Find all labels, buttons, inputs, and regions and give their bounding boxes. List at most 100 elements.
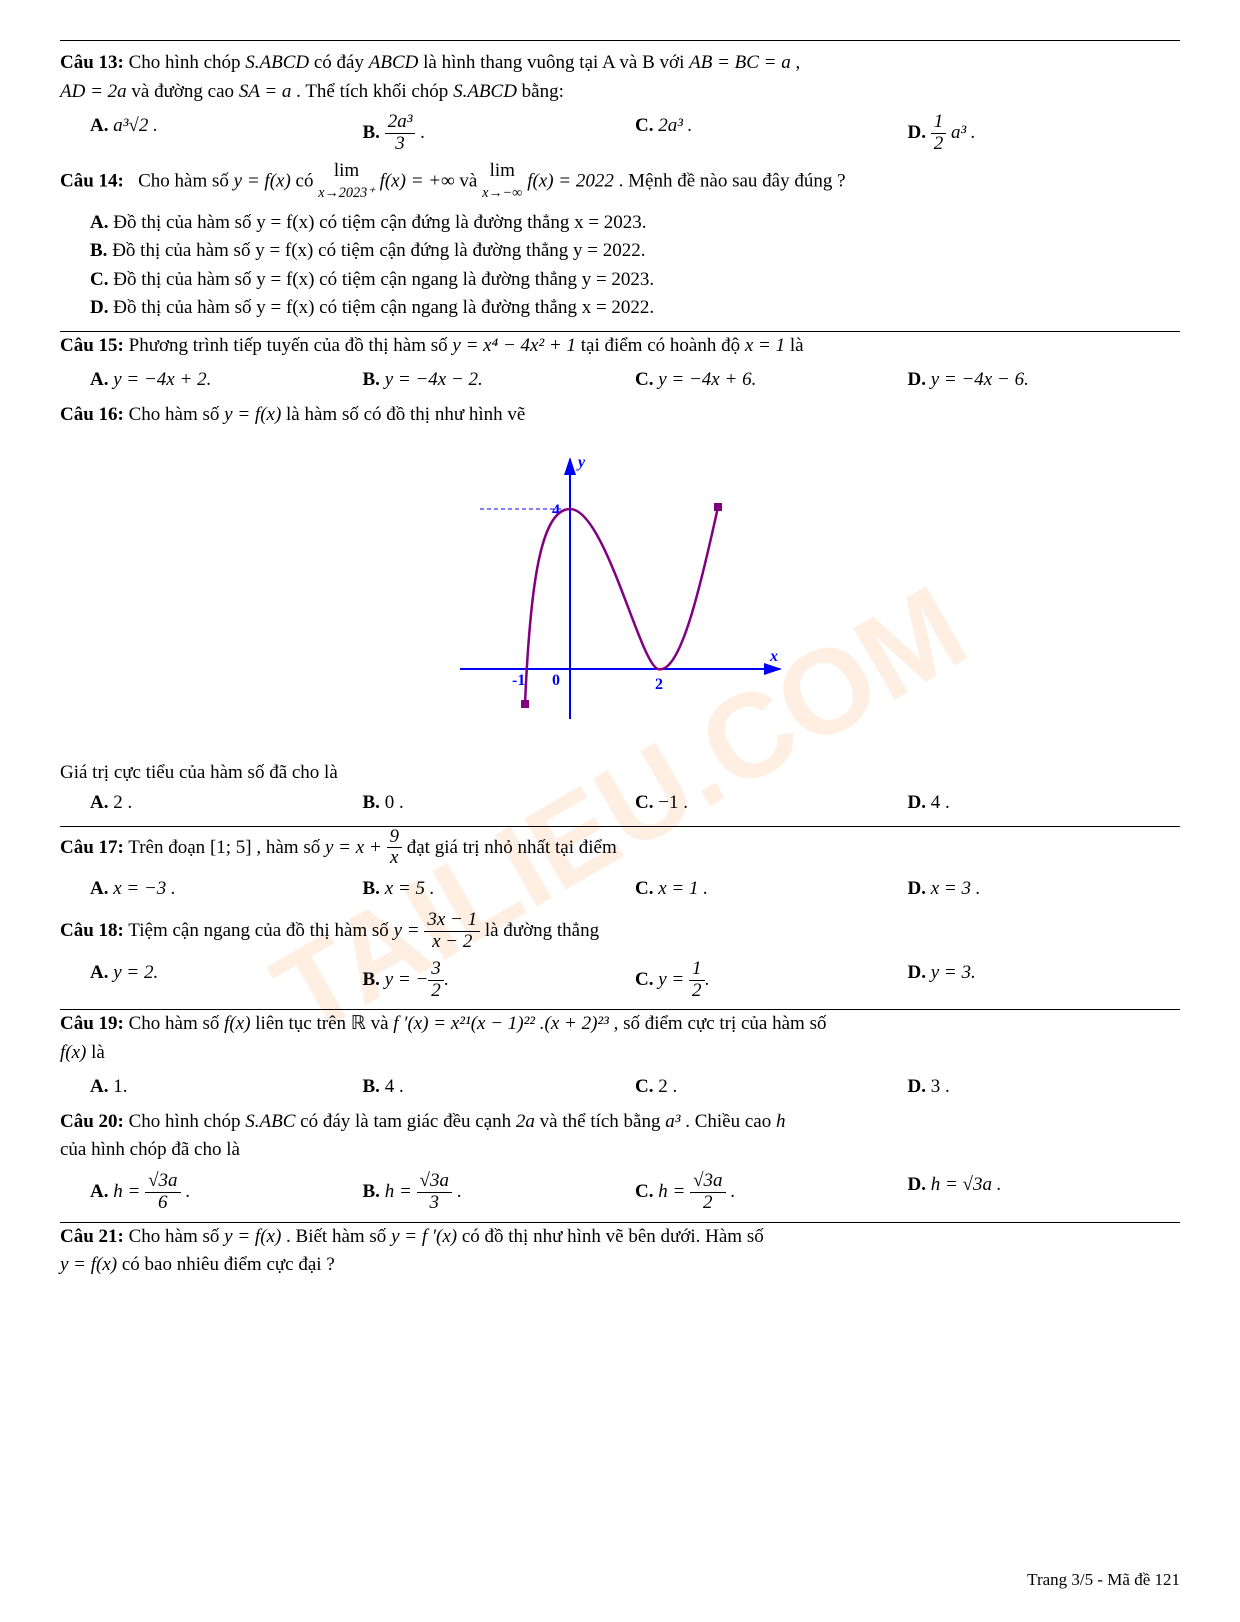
q15-optC: C. y = −4x + 6.	[635, 366, 908, 395]
q15-options: A. y = −4x + 2. B. y = −4x − 2. C. y = −…	[90, 366, 1180, 395]
q18-t2: là đường thẳng	[485, 920, 599, 941]
q15-optB: B. y = −4x − 2.	[363, 366, 636, 395]
q17-B: x = 5 .	[385, 878, 435, 899]
q18-C-pre: y =	[658, 968, 689, 989]
q20-C-pre: h =	[658, 1181, 690, 1202]
q13-eq3: SA = a	[239, 81, 292, 102]
q14-t4: . Mệnh đề nào sau đây đúng ?	[619, 170, 846, 191]
question-14: Câu 14: Cho hàm số y = f(x) có lim x→202…	[60, 161, 1180, 203]
q20-optA: A. h = √3a6 .	[90, 1171, 363, 1214]
label-D6: D.	[908, 962, 926, 983]
q13-options: A. a³√2 . B. 2a³3 . C. 2a³ . D. 12 a³ .	[90, 112, 1180, 155]
q21-t2: . Biết hàm số	[286, 1226, 391, 1247]
q16-optD: D. 4 .	[908, 789, 1181, 818]
q15-t2: tại điểm có hoành độ	[581, 335, 745, 356]
q20-A-frac: √3a6	[145, 1171, 180, 1214]
q15-B: y = −4x − 2.	[385, 369, 483, 390]
q18-frac: 3x − 1x − 2	[424, 910, 480, 953]
label-C7: C.	[635, 1076, 653, 1097]
q18-eq-num: 3x − 1	[424, 910, 480, 932]
q18-B-tail: .	[444, 968, 449, 989]
label-A4: A.	[90, 792, 108, 813]
question-19: Câu 19: Cho hàm số f(x) liên tục trên ℝ …	[60, 1010, 1180, 1067]
label-D5: D.	[908, 878, 926, 899]
q13-sabcd2: S.ABCD	[453, 81, 517, 102]
q17-frac: 9x	[387, 827, 403, 870]
q14-lim1-body: f(x) = +∞	[380, 170, 455, 191]
q14-t2: có	[296, 170, 319, 191]
xtick-neg1: -1	[512, 672, 525, 689]
q21-t1: Cho hàm số	[129, 1226, 225, 1247]
label-B7: B.	[363, 1076, 380, 1097]
q18-C-frac: 12	[689, 959, 705, 1002]
q19-eq: f ′(x) = x²¹(x − 1)²² .(x + 2)²³	[393, 1013, 609, 1034]
q14-num: Câu 14:	[60, 170, 124, 191]
q18-C-den: 2	[689, 981, 705, 1002]
q20-vol: a³	[665, 1111, 680, 1132]
q17-optC: C. x = 1 .	[635, 875, 908, 904]
q14-optC: C. Đồ thị của hàm số y = f(x) có tiệm cậ…	[90, 266, 1180, 295]
q13-t5: và đường cao	[131, 81, 238, 102]
q13-D-den: 2	[931, 134, 947, 155]
q19-optD: D. 3 .	[908, 1073, 1181, 1102]
y-label: y	[576, 454, 586, 471]
q14-t1: Cho hàm số	[138, 170, 234, 191]
q18-eq-pre: y =	[394, 920, 425, 941]
q13-t4: ,	[796, 52, 801, 73]
q18-C-tail: .	[705, 968, 710, 989]
q13-A: a³√2 .	[113, 115, 158, 136]
q18-A: y = 2.	[113, 962, 158, 983]
label-A5: A.	[90, 878, 108, 899]
q17-optD: D. x = 3 .	[908, 875, 1181, 904]
q13-D-tail: a³ .	[946, 122, 975, 143]
label-D7: D.	[908, 1076, 926, 1097]
graph-svg: x y 0 -1 2 4	[440, 439, 800, 739]
q19-optC: C. 2 .	[635, 1073, 908, 1102]
q21-eq2: y = f ′(x)	[391, 1226, 457, 1247]
q16-eq: y = f(x)	[224, 404, 281, 425]
q20-A-tail: .	[181, 1181, 191, 1202]
label-D8: D.	[908, 1174, 926, 1195]
endpoint-right	[714, 503, 722, 511]
q13-eq1: AB = BC = a	[689, 52, 791, 73]
question-20: Câu 20: Cho hình chóp S.ABC có đáy là ta…	[60, 1108, 1180, 1165]
q17-optA: A. x = −3 .	[90, 875, 363, 904]
q20-B-tail: .	[452, 1181, 462, 1202]
q14-optA: A. Đồ thị của hàm số y = f(x) có tiệm cậ…	[90, 209, 1180, 238]
q17-options: A. x = −3 . B. x = 5 . C. x = 1 . D. x =…	[90, 875, 1180, 904]
q13-B-den: 3	[385, 134, 416, 155]
q14-D: Đồ thị của hàm số y = f(x) có tiệm cận n…	[113, 297, 654, 318]
q18-C-num: 1	[689, 959, 705, 981]
q20-C-tail: .	[726, 1181, 736, 1202]
label-B2: B.	[90, 240, 107, 261]
q19-t4: , số điểm cực trị của hàm số	[614, 1013, 827, 1034]
q18-B-den: 2	[428, 981, 444, 1002]
q19-t5: là	[91, 1042, 105, 1063]
q17-optB: B. x = 5 .	[363, 875, 636, 904]
q13-abcd: ABCD	[369, 52, 419, 73]
label-A8: A.	[90, 1181, 108, 1202]
label-C2: C.	[90, 269, 108, 290]
label-B8: B.	[363, 1181, 380, 1202]
q14-t3: và	[459, 170, 482, 191]
label-D4: D.	[908, 792, 926, 813]
question-13: Câu 13: Cho hình chóp S.ABCD có đáy ABCD…	[60, 49, 1180, 106]
q18-num: Câu 18:	[60, 920, 124, 941]
q20-optC: C. h = √3a2 .	[635, 1171, 908, 1214]
q15-optD: D. y = −4x − 6.	[908, 366, 1181, 395]
q14-B: Đồ thị của hàm số y = f(x) có tiệm cận đ…	[112, 240, 645, 261]
q19-D: 3 .	[931, 1076, 950, 1097]
q16-t3: Giá trị cực tiểu của hàm số đã cho là	[60, 759, 1180, 788]
q16-B: 0 .	[385, 792, 404, 813]
q14-options: A. Đồ thị của hàm số y = f(x) có tiệm cậ…	[90, 209, 1180, 323]
q15-eq2: x = 1	[745, 335, 785, 356]
label-A7: A.	[90, 1076, 108, 1097]
q13-t1: Cho hình chóp	[129, 52, 246, 73]
q13-sabcd: S.ABCD	[245, 52, 309, 73]
q13-optB: B. 2a³3 .	[363, 112, 636, 155]
xtick-2: 2	[655, 676, 663, 693]
q15-A: y = −4x + 2.	[113, 369, 211, 390]
q19-R: ℝ	[351, 1013, 366, 1034]
q20-C-frac: √3a2	[690, 1171, 725, 1214]
label-B6: B.	[363, 968, 380, 989]
